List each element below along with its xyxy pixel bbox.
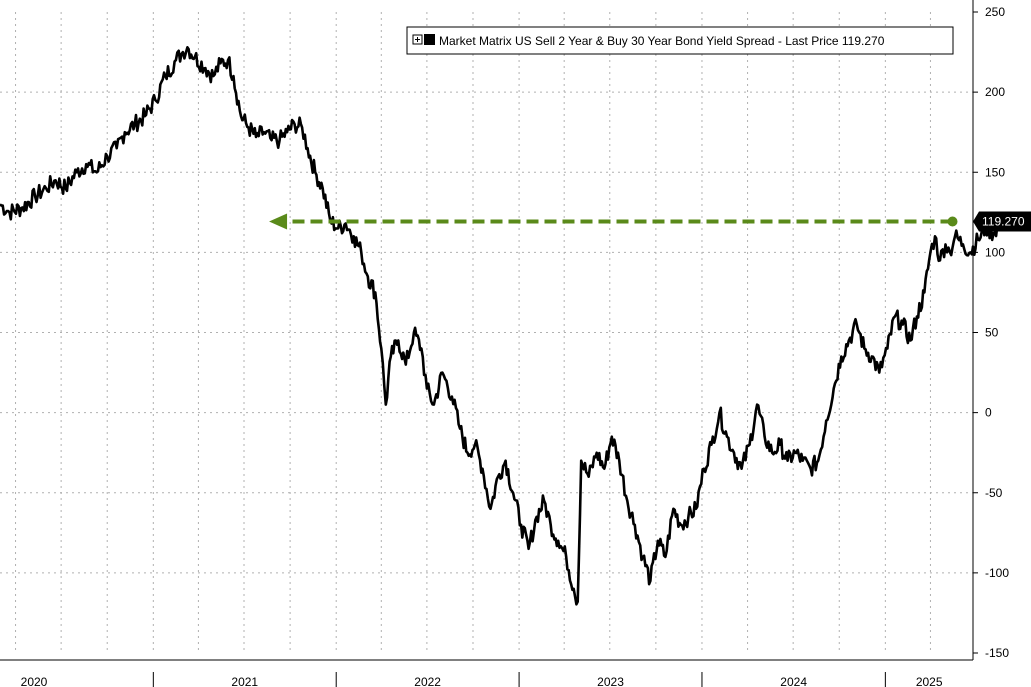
legend-swatch <box>424 34 435 45</box>
y-tick-label: 200 <box>985 85 1005 99</box>
legend: Market Matrix US Sell 2 Year & Buy 30 Ye… <box>406 26 954 55</box>
y-tick-label: -50 <box>985 486 1003 500</box>
series-line <box>0 46 1003 606</box>
x-tick-label: 2022 <box>414 675 441 687</box>
legend-box <box>406 26 954 55</box>
y-tick-label: 250 <box>985 5 1005 19</box>
x-tick-label: 2020 <box>21 675 48 687</box>
arrow-head <box>269 213 288 230</box>
y-axis: 250 200 150 100 50 0 -50 -100 -150 119.270 <box>972 0 1031 660</box>
annotation-layer <box>269 213 958 230</box>
y-tick-label: 150 <box>985 165 1005 179</box>
y-tick-label: 50 <box>985 326 999 340</box>
y-tick-label: -100 <box>985 566 1009 580</box>
y-tick-label: 0 <box>985 406 992 420</box>
last-price-value: 119.270 <box>982 214 1025 228</box>
x-tick-label: 2021 <box>231 675 258 687</box>
legend-label: Market Matrix US Sell 2 Year & Buy 30 Ye… <box>439 34 885 48</box>
last-price-dot <box>947 216 958 227</box>
last-price-label: 119.270 <box>973 211 1031 232</box>
y-tick-label: -150 <box>985 646 1009 660</box>
y-tick-label: 100 <box>985 245 1005 259</box>
x-tick-label: 2025 <box>916 675 943 687</box>
x-tick-label: 2024 <box>780 675 807 687</box>
x-tick-label: 2023 <box>597 675 624 687</box>
series-layer <box>0 46 1003 606</box>
x-axis: 2020 2021 2022 2023 2024 2025 <box>0 659 973 687</box>
